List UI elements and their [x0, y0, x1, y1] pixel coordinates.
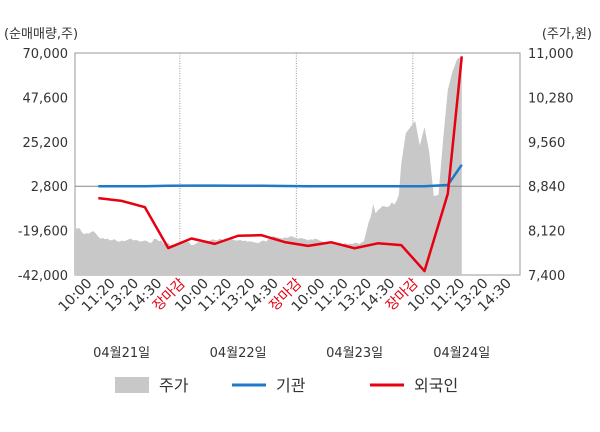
legend-label: 외국인: [414, 376, 458, 395]
day-label: 04월23일: [326, 346, 383, 361]
right-tick-label: 11,000: [528, 47, 574, 62]
legend-label: 기관: [276, 376, 306, 395]
day-label: 04월21일: [93, 346, 150, 361]
left-tick-label: 47,600: [23, 91, 69, 106]
right-tick-label: 9,560: [528, 136, 565, 151]
right-tick-label: 10,280: [528, 91, 574, 106]
left-axis-title: (순매매량,주): [4, 27, 78, 42]
legend-label: 주가: [159, 376, 189, 395]
right-tick-label: 7,400: [528, 269, 565, 284]
series-line-기관: [98, 164, 463, 188]
legend-swatch-area: [115, 377, 149, 393]
series-line-외국인: [98, 56, 464, 273]
left-tick-label: -42,000: [18, 269, 68, 284]
price-area: [75, 56, 462, 276]
right-axis-title: (주가,원): [542, 27, 592, 42]
left-tick-label: 70,000: [23, 47, 69, 62]
day-label: 04월24일: [433, 346, 490, 361]
left-tick-label: -19,600: [18, 225, 68, 240]
right-tick-label: 8,840: [528, 180, 565, 195]
left-tick-label: 25,200: [23, 136, 69, 151]
left-tick-label: 2,800: [31, 180, 68, 195]
right-tick-label: 8,120: [528, 225, 565, 240]
day-label: 04월22일: [210, 346, 267, 361]
